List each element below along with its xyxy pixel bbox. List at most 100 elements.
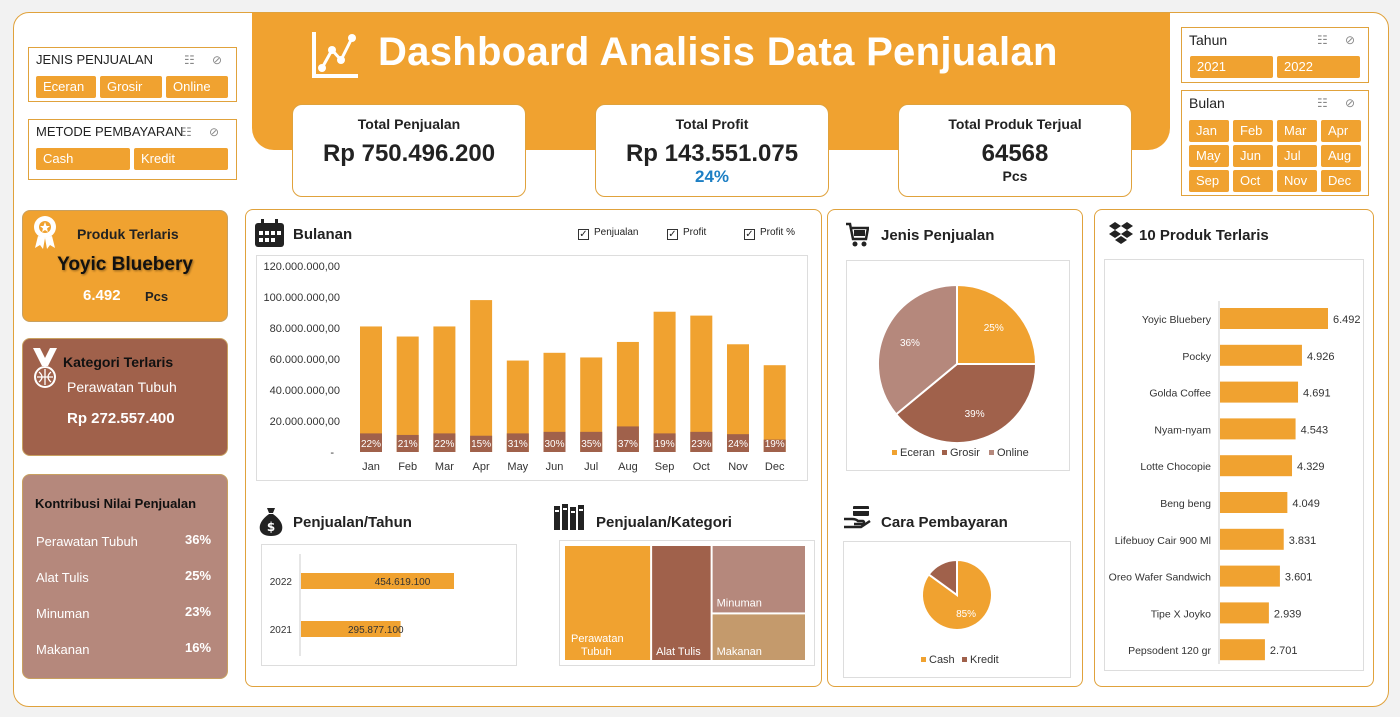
x-tick-label: Apr [473,461,490,473]
bar-penjualan [506,360,529,452]
slicer-item-2022[interactable]: 2022 [1277,56,1360,78]
y-tick-label: 120.000.000,00 [264,261,340,273]
treemap-cell [712,614,805,660]
pie-slice [877,283,958,416]
slicer-item-2021[interactable]: 2021 [1190,56,1273,78]
x-tick-label: Dec [765,461,785,473]
bar-produk [1220,308,1328,329]
treemap-cell [652,546,711,660]
checkbox-profit[interactable]: ✓ Profit [667,227,707,240]
slicer-item-jul[interactable]: Jul [1277,145,1317,167]
slicer-item-jan[interactable]: Jan [1189,120,1229,142]
x-tick-label: Sep [655,461,675,473]
slicer-item-dec[interactable]: Dec [1321,170,1361,192]
legend-label: Eceran [900,447,935,459]
profit-pct-label: 30% [544,439,564,450]
cart-icon [846,222,869,247]
bar-profit [470,435,493,452]
clear-filter-icon[interactable]: ⊘ [1345,33,1356,47]
jenis-penjualan-slicer: JENIS PENJUALAN ☷ ⊘ Eceran Grosir Online [28,47,237,102]
books-icon [554,504,584,530]
y-tick-label: Pepsodent 120 gr [1128,645,1211,657]
slicer-item-mar[interactable]: Mar [1277,120,1317,142]
bar-value-label: 3.831 [1289,535,1317,547]
svg-text:$: $ [267,520,275,534]
slicer-item-kredit[interactable]: Kredit [134,148,228,170]
slicer-item-aug[interactable]: Aug [1321,145,1361,167]
filter-list-icon[interactable]: ☷ [1317,33,1328,47]
bar-produk [1220,492,1288,513]
slicer-item-sep[interactable]: Sep [1189,170,1229,192]
kontribusi-item-name: Alat Tulis [36,570,89,585]
bar-profit [763,439,786,452]
y-tick-label: 60.000.000,00 [270,354,340,366]
slicer-item-cash[interactable]: Cash [36,148,130,170]
checkbox-profit-pct[interactable]: ✓ Profit % [744,227,796,240]
bar-profit [396,434,419,452]
y-tick-label: 100.000.000,00 [264,292,340,304]
filter-list-icon[interactable]: ☷ [184,53,195,67]
pie-pct-label: 25% [984,323,1004,334]
profit-pct-label: 22% [434,439,454,450]
legend-swatch [892,450,897,455]
bar-profit [616,426,639,452]
slicer-item-nov[interactable]: Nov [1277,170,1317,192]
treemap-label: Makanan [717,646,762,658]
bar-penjualan [727,344,749,452]
x-tick-label: Mar [435,461,454,473]
kpi-value: 64568 [981,140,1049,167]
medal-icon [33,348,57,388]
profit-pct-label: 19% [765,439,785,450]
filter-list-icon[interactable]: ☷ [181,125,192,139]
pie-pct-label: 85% [956,609,976,620]
chart-line-icon [312,32,358,78]
bulanan-chart: - 20.000.000,00 40.000.000,00 60.000.000,00… [256,255,808,481]
treemap-cell [712,546,805,613]
dropbox-icon [1109,222,1133,244]
bar-profit [653,433,676,452]
kontribusi-item-pct: 25% [185,568,212,583]
kontribusi-item-name: Perawatan Tubuh [36,534,138,549]
profit-pct-label: 35% [581,439,601,450]
hand-card-icon [844,506,871,529]
checkbox-label: Profit % [760,227,796,238]
clear-filter-icon[interactable]: ⊘ [1345,96,1356,110]
slicer-item-eceran[interactable]: Eceran [36,76,96,98]
tahun-chart: 2022 454.619.100 2021 295.877.100 [261,544,517,666]
bar-value-label: 3.601 [1285,572,1313,584]
slicer-item-may[interactable]: May [1189,145,1229,167]
chart-area [256,255,808,481]
slicer-item-grosir[interactable]: Grosir [100,76,162,98]
bayar-chart: 85% Cash Kredit [921,558,999,666]
kpi-profit-pct: 24% [694,167,730,186]
produk-terlaris-qty: 6.492 [83,287,121,304]
bar-penjualan [616,341,639,452]
clear-filter-icon[interactable]: ⊘ [212,53,223,67]
legend-label: Grosir [950,447,980,459]
money-bag-icon: $ [259,508,283,536]
kontribusi-item-name: Minuman [36,606,90,621]
kategori-terlaris-value: Rp 272.557.400 [67,410,175,427]
produk-terlaris-card [22,210,228,322]
top10-title: 10 Produk Terlaris [1139,227,1269,244]
jenis-title: Jenis Penjualan [881,227,995,244]
chart-area [261,544,517,666]
y-tick-label: Beng beng [1160,498,1211,510]
metode-pembayaran-slicer: METODE PEMBAYARAN ☷ ⊘ Cash Kredit [28,119,237,180]
slicer-item-jun[interactable]: Jun [1233,145,1273,167]
checkbox-penjualan[interactable]: ✓ Penjualan [578,227,639,240]
slicer-item-feb[interactable]: Feb [1233,120,1273,142]
profit-pct-label: 37% [618,439,638,450]
treemap-cell [565,546,651,660]
slicer-item-oct[interactable]: Oct [1233,170,1273,192]
bayar-title: Cara Pembayaran [881,514,1008,531]
clear-filter-icon[interactable]: ⊘ [209,125,220,139]
slicer-item-apr[interactable]: Apr [1321,120,1361,142]
bar-value-label: 2.701 [1270,645,1298,657]
pie-pct-label: 36% [900,338,920,349]
slicer-item-online[interactable]: Online [166,76,228,98]
top10-chart: Yoyic Bluebery 6.492 Pocky 4.926 Golda Coffe… [1109,301,1361,664]
bar-value-label: 4.329 [1297,461,1325,473]
filter-list-icon[interactable]: ☷ [1317,96,1328,110]
